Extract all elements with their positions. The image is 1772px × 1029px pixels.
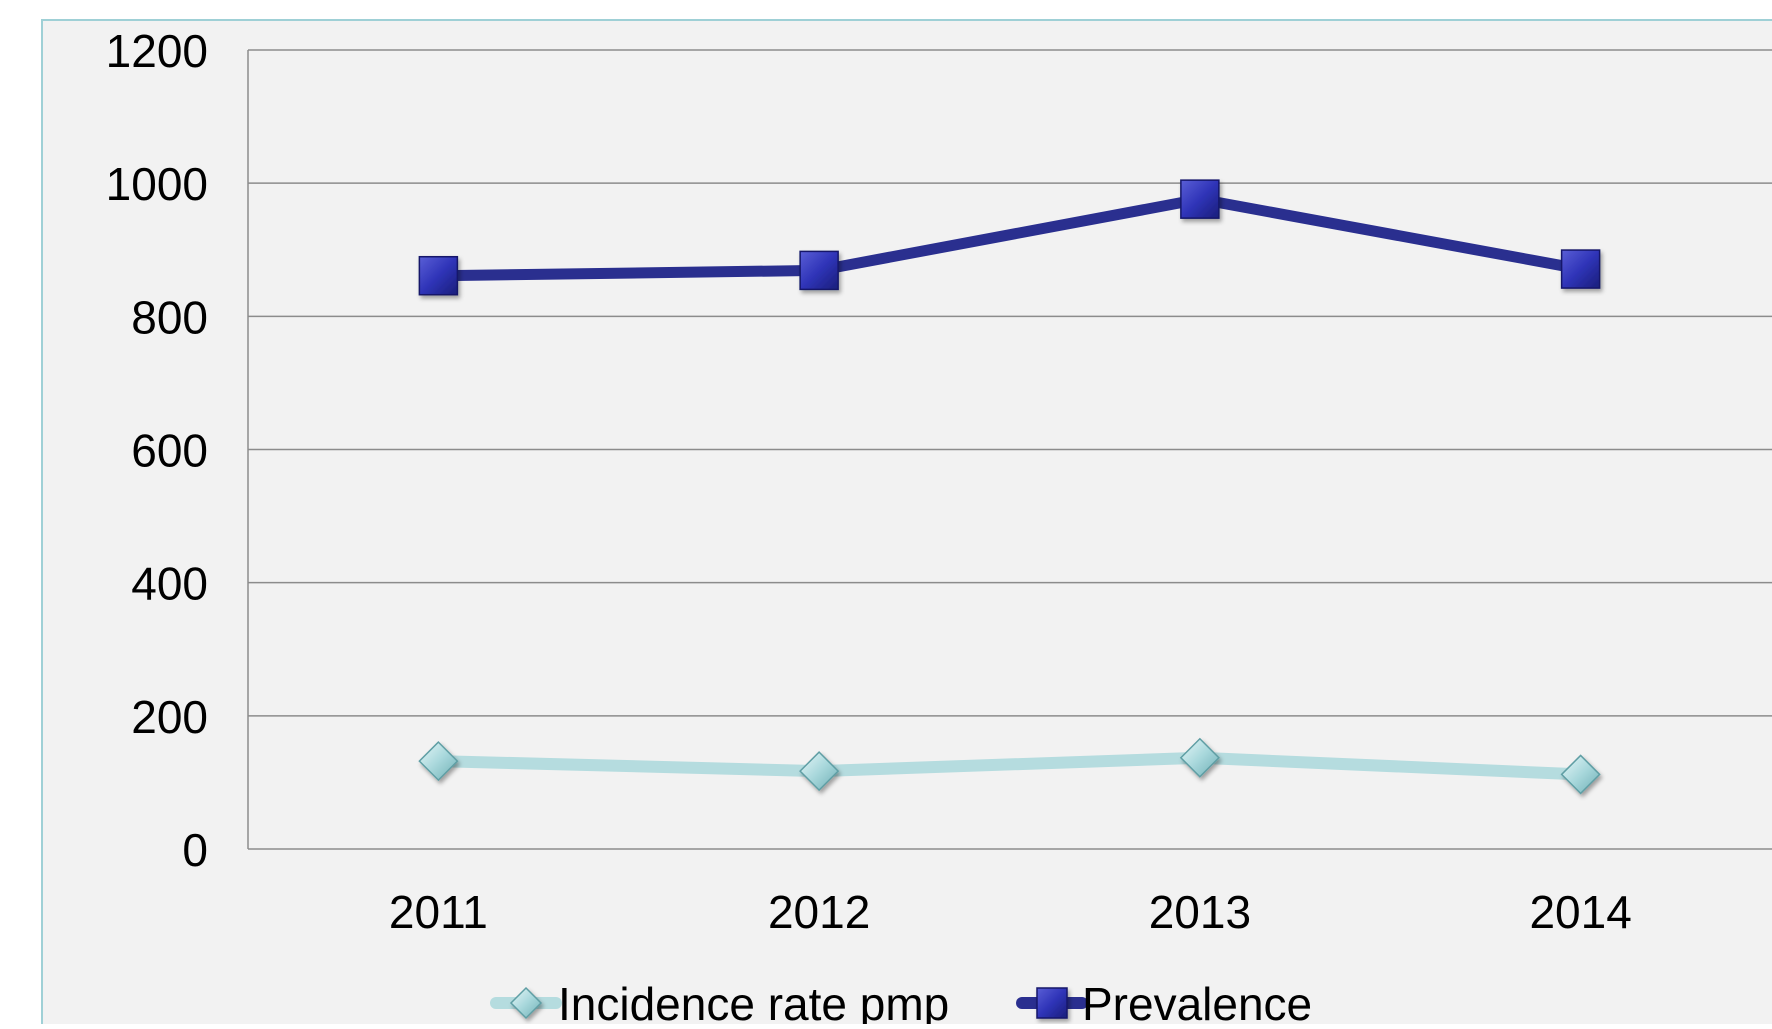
series-prevalence-point — [1180, 179, 1220, 219]
y-tick-label: 1000 — [106, 158, 208, 210]
x-tick-label: 2012 — [768, 886, 870, 938]
y-tick-label: 600 — [131, 425, 208, 477]
legend-incidence-rate-pmp-label: Incidence rate pmp — [558, 978, 949, 1024]
x-tick-label: 2013 — [1149, 886, 1251, 938]
chart-frame — [41, 19, 1772, 1029]
series-incidence-rate-pmp-point — [799, 751, 840, 792]
series-prevalence-point — [1560, 249, 1601, 289]
y-tick-label: 400 — [131, 558, 208, 610]
series-prevalence-point — [418, 255, 459, 296]
series-incidence-rate-pmp-point — [1179, 737, 1220, 778]
y-tick-label: 0 — [182, 824, 208, 876]
x-tick-label: 2011 — [389, 886, 488, 938]
series-incidence-rate-pmp-point — [418, 741, 459, 782]
legend-prevalence-label: Prevalence — [1082, 978, 1312, 1024]
legend-incidence-rate-pmp-marker — [509, 986, 543, 1020]
y-axis-ticks: 0 200 400 600 800 1000 1200 — [106, 25, 208, 876]
x-axis-ticks: 2011 2012 2013 2014 — [389, 886, 1632, 938]
series-incidence-rate-pmp-line — [432, 751, 1587, 781]
legend: Incidence rate pmp Prevalence — [490, 978, 1312, 1029]
series-layer — [418, 179, 1601, 795]
x-tick-label: 2014 — [1529, 886, 1631, 938]
y-tick-label: 800 — [131, 291, 208, 343]
series-prevalence-point — [799, 250, 839, 291]
legend-prevalence-marker — [1036, 987, 1068, 1019]
series-prevalence-line — [432, 193, 1587, 282]
gridlines — [247, 49, 1772, 850]
y-tick-label: 1200 — [106, 25, 208, 77]
series-incidence-rate-pmp-point — [1560, 754, 1601, 795]
y-tick-label: 200 — [131, 691, 208, 743]
